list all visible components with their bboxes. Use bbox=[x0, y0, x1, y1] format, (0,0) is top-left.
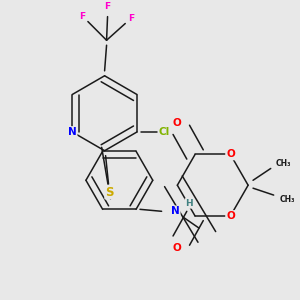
Text: S: S bbox=[105, 186, 114, 199]
Text: F: F bbox=[79, 12, 85, 21]
Text: N: N bbox=[68, 127, 76, 137]
Text: O: O bbox=[173, 242, 182, 253]
Text: O: O bbox=[226, 149, 235, 160]
Text: O: O bbox=[173, 118, 182, 128]
Text: Cl: Cl bbox=[159, 127, 170, 137]
Text: CH₃: CH₃ bbox=[280, 194, 295, 203]
Text: H: H bbox=[185, 199, 193, 208]
Text: F: F bbox=[128, 14, 134, 23]
Text: O: O bbox=[226, 211, 235, 221]
Text: CH₃: CH₃ bbox=[276, 159, 291, 168]
Text: N: N bbox=[171, 206, 180, 216]
Text: F: F bbox=[104, 2, 111, 11]
